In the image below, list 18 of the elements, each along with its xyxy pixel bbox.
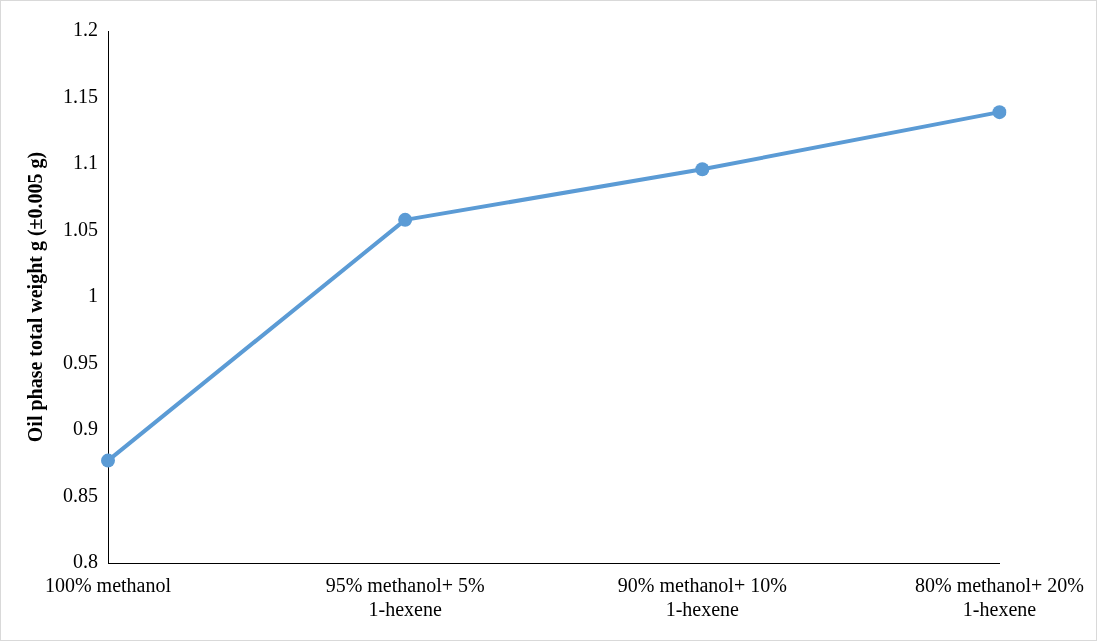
x-tick-label: 95% methanol+ 5% 1-hexene <box>325 574 485 621</box>
x-tick-label: 90% methanol+ 10% 1-hexene <box>617 574 787 621</box>
point <box>992 105 1007 120</box>
y-tick-label: 0.8 <box>73 550 98 573</box>
point <box>101 453 115 468</box>
y-axis-title: Oil phase total weight g (±0.005 g) <box>24 151 48 443</box>
x-tick-label: 80% methanol+ 20% 1-hexene <box>914 574 1084 621</box>
x-tick-label: 100% methanol <box>44 574 172 597</box>
y-tick-label: 1.15 <box>63 84 98 107</box>
y-tick-label: 1.1 <box>73 151 98 174</box>
y-tick-label: 0.95 <box>63 350 98 373</box>
y-tick-label: 1.05 <box>63 217 98 240</box>
point <box>398 212 413 227</box>
y-tick-label: 1 <box>88 284 98 307</box>
y-tick-label: 1.2 <box>73 18 98 41</box>
point <box>695 162 710 177</box>
y-tick-label: 0.85 <box>63 483 98 506</box>
y-tick-label: 0.9 <box>73 417 98 440</box>
